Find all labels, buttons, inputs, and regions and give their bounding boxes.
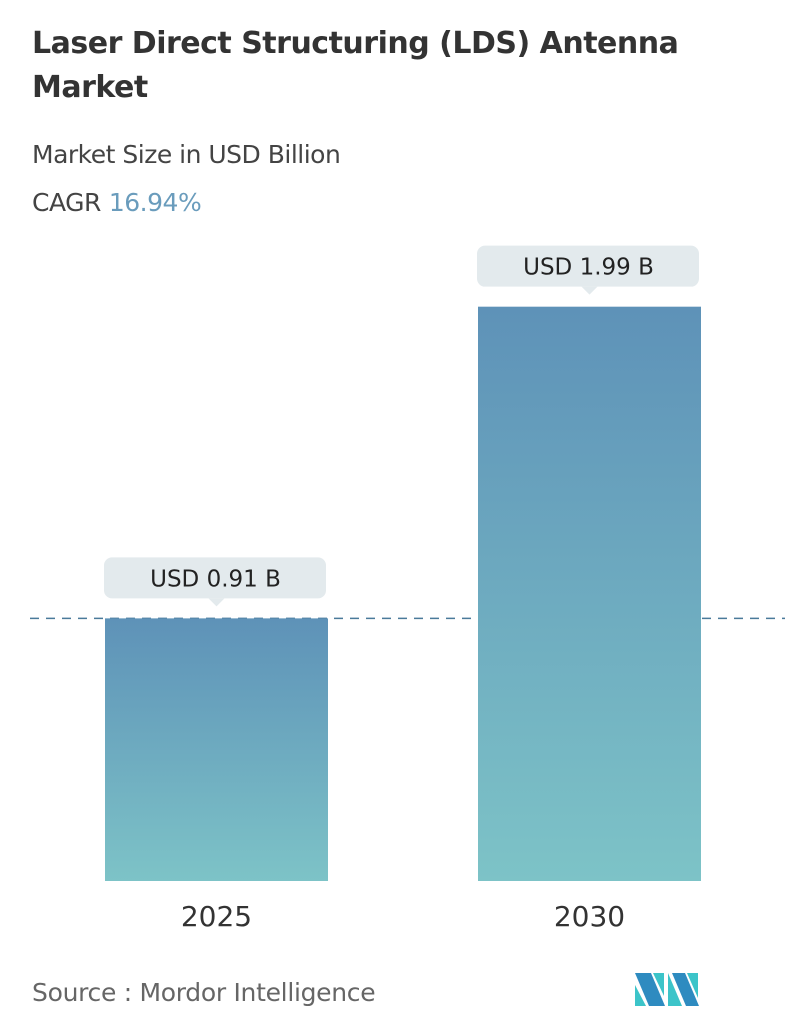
bar-2025	[105, 618, 328, 881]
chart-title: Laser Direct Structuring (LDS) Antenna M…	[32, 26, 679, 105]
x-tick-label: 2025	[181, 900, 252, 933]
chart-subtitle: Market Size in USD Billion	[32, 140, 341, 169]
x-tick-label: 2030	[554, 900, 625, 933]
source-text: Source : Mordor Intelligence	[32, 978, 376, 1007]
data-label-2030: USD 1.99 B	[477, 245, 699, 295]
data-label-2025: USD 0.91 B	[104, 557, 326, 607]
bar-2030	[478, 306, 701, 881]
cagr-label: CAGR	[32, 188, 101, 217]
data-label-text: USD 1.99 B	[523, 255, 654, 281]
cagr: CAGR 16.94%	[32, 188, 202, 217]
cagr-value: 16.94%	[108, 188, 202, 217]
data-label-text: USD 0.91 B	[150, 566, 281, 592]
